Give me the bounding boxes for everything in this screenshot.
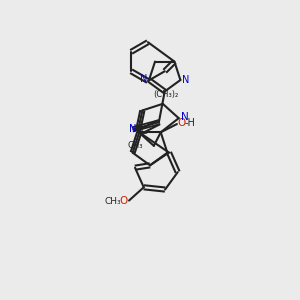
Text: CH₃: CH₃	[104, 196, 121, 206]
Text: N: N	[140, 74, 148, 84]
Text: O: O	[120, 196, 128, 206]
Text: CH₃: CH₃	[127, 141, 142, 150]
Text: N: N	[130, 124, 137, 134]
Text: -H: -H	[185, 118, 196, 128]
Text: (CH₃)₂: (CH₃)₂	[153, 91, 178, 100]
Text: N: N	[181, 112, 188, 122]
Text: O: O	[177, 118, 185, 128]
Text: C: C	[140, 126, 147, 136]
Text: N: N	[182, 75, 189, 85]
